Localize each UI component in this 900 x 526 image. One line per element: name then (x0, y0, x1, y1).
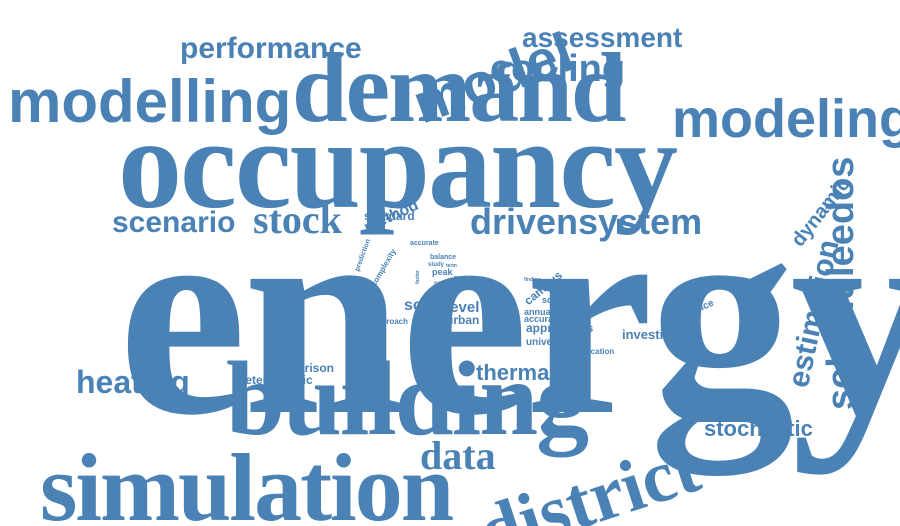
word-demand: demand (292, 32, 627, 143)
word-deterministic: deterministic (238, 373, 313, 387)
word-modeling: modeling (672, 89, 900, 149)
word-drivensystem: drivensystem (470, 201, 703, 242)
word-assessment: assessment (522, 22, 683, 53)
word-performance: performance (180, 32, 362, 65)
word-level: level (446, 299, 480, 316)
word-pandemic: pandemic (412, 331, 450, 340)
word-factor: factor (415, 270, 421, 284)
word-simulation: simulation (40, 434, 454, 526)
word-urban: urban (446, 313, 480, 327)
word-comparison: comparison (266, 361, 335, 375)
word-scenario: scenario (112, 206, 236, 239)
word-schedule: schedule (542, 295, 582, 305)
word-university: university (526, 337, 574, 348)
word-pattern: pattern (434, 281, 455, 287)
word-finding: finding (524, 277, 541, 283)
word-peak: peak (432, 267, 453, 277)
word-stochastic: stochastic (704, 416, 813, 441)
word-term: term (446, 263, 457, 269)
word-need: need (454, 275, 466, 281)
word-thermal: thermal (476, 360, 556, 385)
word-stock: stock (253, 197, 342, 242)
word-standard: standard (364, 209, 415, 223)
word-design: design (434, 288, 454, 294)
word-approach: approach (372, 317, 409, 326)
word-data: data (420, 433, 496, 478)
word-accuracy: accuracy (524, 314, 564, 324)
word-accurate: accurate (410, 240, 439, 247)
word-occupancy: occupancy (118, 93, 678, 235)
word-modelling: modelling (8, 68, 292, 135)
word-balance: balance (430, 254, 457, 261)
word-study: study (428, 262, 445, 268)
word-scale: scale (404, 297, 445, 314)
word-implication: implication (572, 347, 615, 356)
word-energy: energy (118, 154, 900, 475)
word-heating: heating (76, 364, 190, 400)
word-cooling: cooling (490, 48, 626, 90)
word-approaches: approaches (526, 321, 594, 335)
word-annual: annual (524, 307, 554, 317)
word-building: building (226, 340, 589, 457)
word-investigating: investigating (622, 327, 703, 342)
